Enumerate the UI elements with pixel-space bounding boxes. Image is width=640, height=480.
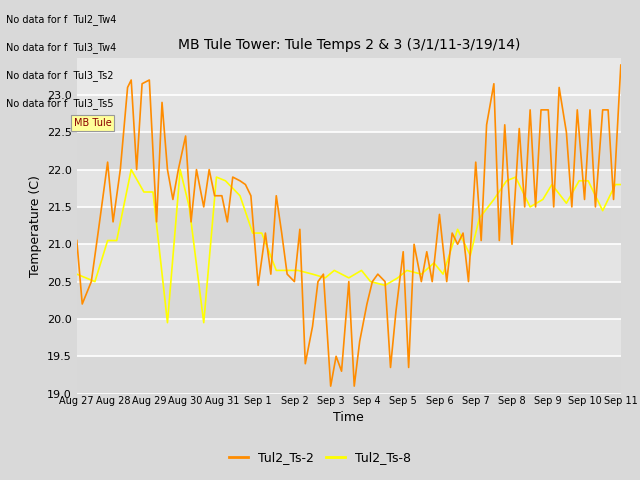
Tul2_Ts-8 — [599, 208, 607, 214]
Text: No data for f  Tul2_Tw4: No data for f Tul2_Tw4 — [6, 14, 116, 25]
Tul2_Ts-8 — [512, 174, 520, 180]
Tul2_Ts-8 — [539, 197, 547, 203]
Tul2_Ts-8 — [617, 181, 625, 187]
Tul2_Ts-8 — [503, 178, 511, 184]
Legend: Tul2_Ts-2, Tul2_Ts-8: Tul2_Ts-2, Tul2_Ts-8 — [224, 446, 416, 469]
Tul2_Ts-2 — [327, 383, 335, 389]
Line: Tul2_Ts-8: Tul2_Ts-8 — [77, 169, 621, 323]
Bar — [77, 132, 621, 169]
Tul2_Ts-8 — [563, 200, 570, 206]
Tul2_Ts-8 — [575, 178, 583, 184]
Tul2_Ts-8 — [584, 178, 592, 184]
Tul2_Ts-8 — [381, 282, 389, 288]
Tul2_Ts-2 — [460, 230, 467, 236]
Tul2_Ts-8 — [330, 267, 338, 273]
Bar — [77, 169, 621, 207]
Tul2_Ts-8 — [430, 260, 438, 266]
Tul2_Ts-8 — [345, 275, 353, 281]
Tul2_Ts-8 — [476, 215, 483, 221]
Bar — [77, 95, 621, 132]
Text: MB Tule: MB Tule — [74, 118, 111, 128]
Tul2_Ts-2 — [617, 62, 625, 68]
Tul2_Ts-8 — [140, 189, 148, 195]
Text: No data for f  Tul3_Tw4: No data for f Tul3_Tw4 — [6, 42, 116, 53]
Tul2_Ts-8 — [548, 181, 556, 187]
Bar — [77, 319, 621, 356]
Bar — [77, 282, 621, 319]
Text: No data for f  Tul3_Ts2: No data for f Tul3_Ts2 — [6, 70, 114, 81]
Y-axis label: Temperature (C): Temperature (C) — [29, 175, 42, 276]
Bar — [77, 207, 621, 244]
Tul2_Ts-8 — [439, 271, 447, 277]
Tul2_Ts-2 — [532, 204, 540, 210]
Tul2_Ts-2 — [242, 181, 250, 187]
Tul2_Ts-8 — [200, 320, 207, 325]
Tul2_Ts-8 — [236, 193, 244, 199]
Bar — [77, 356, 621, 394]
Tul2_Ts-8 — [73, 271, 81, 277]
Tul2_Ts-8 — [454, 227, 461, 232]
Tul2_Ts-2 — [545, 107, 552, 113]
Tul2_Ts-8 — [394, 275, 402, 281]
Line: Tul2_Ts-2: Tul2_Ts-2 — [77, 65, 621, 386]
Tul2_Ts-8 — [258, 230, 266, 236]
Tul2_Ts-8 — [417, 271, 425, 277]
Tul2_Ts-8 — [127, 167, 135, 172]
Tul2_Ts-8 — [611, 181, 619, 187]
Tul2_Ts-8 — [308, 271, 316, 277]
Tul2_Ts-8 — [149, 189, 157, 195]
Text: No data for f  Tul3_Ts5: No data for f Tul3_Ts5 — [6, 98, 114, 109]
Tul2_Ts-8 — [294, 267, 302, 273]
Tul2_Ts-8 — [273, 267, 280, 273]
Tul2_Ts-8 — [186, 204, 193, 210]
Tul2_Ts-8 — [467, 252, 474, 258]
Tul2_Ts-8 — [113, 238, 120, 243]
Tul2_Ts-8 — [285, 267, 293, 273]
Tul2_Ts-8 — [403, 267, 411, 273]
Tul2_Ts-8 — [104, 238, 111, 243]
Title: MB Tule Tower: Tule Temps 2 & 3 (3/1/11-3/19/14): MB Tule Tower: Tule Temps 2 & 3 (3/1/11-… — [178, 38, 520, 52]
Tul2_Ts-8 — [177, 167, 184, 172]
Tul2_Ts-8 — [249, 230, 257, 236]
Tul2_Ts-8 — [490, 197, 498, 203]
Bar — [77, 244, 621, 282]
Tul2_Ts-8 — [212, 174, 220, 180]
Tul2_Ts-2 — [73, 238, 81, 243]
Tul2_Ts-8 — [367, 279, 374, 285]
Tul2_Ts-8 — [321, 275, 329, 281]
Tul2_Ts-8 — [221, 178, 229, 184]
Tul2_Ts-8 — [526, 204, 534, 210]
Tul2_Ts-8 — [358, 267, 365, 273]
X-axis label: Time: Time — [333, 410, 364, 423]
Tul2_Ts-8 — [164, 320, 172, 325]
Tul2_Ts-2 — [599, 107, 607, 113]
Tul2_Ts-8 — [91, 279, 99, 285]
Tul2_Ts-2 — [153, 219, 161, 225]
